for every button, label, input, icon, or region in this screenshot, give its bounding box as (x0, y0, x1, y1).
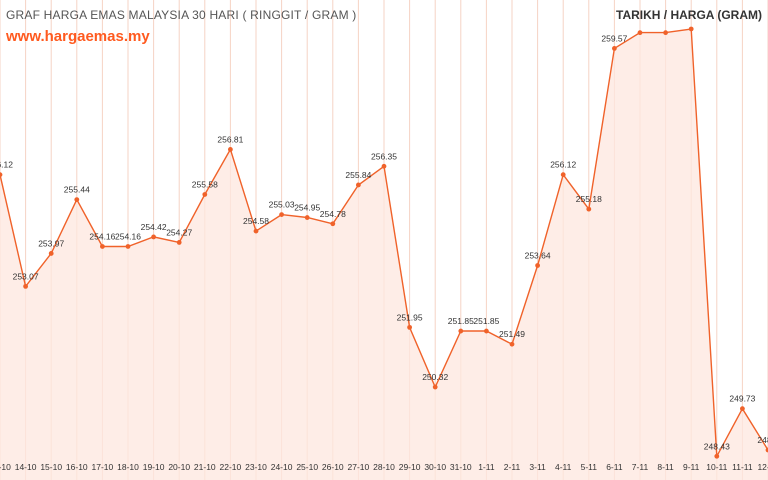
x-tick-label: 8-11 (657, 462, 674, 472)
data-point (381, 163, 387, 169)
value-label: 255.44 (64, 185, 90, 195)
value-label: 256.81 (217, 134, 243, 144)
value-label: 259.57 (601, 33, 627, 43)
x-tick-label: 31-10 (450, 462, 472, 472)
x-tick-label: 16-10 (66, 462, 88, 472)
data-point (253, 228, 259, 234)
data-point (228, 147, 233, 152)
data-point (330, 221, 336, 227)
value-label: 256.35 (371, 151, 397, 161)
x-tick-label: 15-10 (40, 462, 62, 472)
x-tick-label: 14-10 (15, 462, 37, 472)
chart-title: GRAF HARGA EMAS MALAYSIA 30 HARI ( RINGG… (6, 8, 357, 22)
data-point (560, 172, 566, 178)
x-tick-label: 29-10 (399, 462, 421, 472)
value-label: 254.16 (89, 231, 115, 241)
data-point (74, 197, 80, 203)
x-tick-label: 3-11 (529, 462, 546, 472)
data-point (356, 182, 361, 188)
value-label: 254.95 (294, 203, 320, 213)
value-label: 251.95 (397, 312, 423, 322)
site-link[interactable]: www.hargaemas.my (6, 28, 150, 45)
value-label: 248.43 (704, 441, 730, 451)
x-tick-label: 28-10 (373, 462, 395, 472)
x-tick-label: 12-11 (757, 462, 768, 472)
value-label: 255.18 (576, 194, 602, 204)
data-point (125, 244, 131, 249)
x-tick-label: 26-10 (322, 462, 344, 472)
data-point (432, 384, 438, 390)
data-point (202, 192, 208, 197)
x-tick-label: 19-10 (143, 462, 165, 472)
data-point (458, 328, 464, 334)
value-label: 253.07 (13, 271, 39, 281)
value-label: 251.85 (473, 316, 499, 326)
data-point (637, 30, 643, 36)
data-point (740, 406, 745, 412)
data-point (714, 453, 720, 459)
value-label: 254.27 (166, 227, 192, 237)
data-point (535, 263, 540, 268)
value-label: 253.97 (38, 238, 64, 248)
value-label: 254.58 (243, 216, 269, 226)
data-point (407, 324, 412, 330)
value-label: 248.6 (757, 435, 768, 445)
value-label: 256.12 (0, 160, 13, 170)
points-layer (0, 26, 768, 459)
price-area (0, 29, 768, 480)
data-point (688, 26, 694, 32)
x-tick-label: 23-10 (245, 462, 267, 472)
data-point (586, 206, 592, 212)
data-point (0, 172, 3, 178)
legend-label: TARIKH / HARGA (GRAM) (616, 8, 762, 22)
data-point (509, 341, 515, 347)
x-tick-label: 25-10 (296, 462, 318, 472)
x-tick-label: 5-11 (581, 462, 598, 472)
value-labels-layer: 256.12253.07253.97255.44254.16254.16254.… (0, 33, 768, 451)
value-label: 256.12 (550, 160, 576, 170)
value-label: 254.16 (115, 231, 141, 241)
data-point (100, 244, 105, 249)
x-tick-label: 1-11 (478, 462, 495, 472)
value-label: 250.32 (422, 372, 448, 382)
x-tick-label: 4-11 (555, 462, 572, 472)
x-tick-label: 6-11 (606, 462, 623, 472)
value-label: 255.58 (192, 179, 218, 189)
x-tick-label: 24-10 (271, 462, 293, 472)
data-point (151, 234, 157, 240)
x-tick-label: 18-10 (117, 462, 139, 472)
x-tick-label: 13-10 (0, 462, 11, 472)
data-point (279, 212, 284, 218)
x-tick-label: 22-10 (220, 462, 242, 472)
x-tick-label: 2-11 (504, 462, 521, 472)
value-label: 253.64 (525, 251, 551, 261)
value-label: 249.73 (729, 394, 755, 404)
data-point (484, 328, 489, 334)
x-tick-label: 10-11 (706, 462, 727, 472)
x-tick-label: 17-10 (92, 462, 114, 472)
x-tick-label: 21-10 (194, 462, 216, 472)
x-tick-label: 7-11 (632, 462, 649, 472)
data-point (48, 251, 54, 256)
x-tick-label: 11-11 (732, 462, 753, 472)
x-tick-label: 9-11 (683, 462, 700, 472)
x-tick-label: 30-10 (424, 462, 446, 472)
value-label: 254.78 (320, 209, 346, 219)
value-label: 255.03 (269, 200, 295, 210)
data-point (612, 45, 617, 51)
data-point (663, 30, 668, 36)
value-label: 254.42 (141, 222, 167, 232)
x-tick-label: 20-10 (168, 462, 190, 472)
data-point (23, 283, 28, 289)
value-label: 251.49 (499, 329, 525, 339)
x-tick-label: 27-10 (348, 462, 370, 472)
data-point (765, 447, 768, 453)
value-label: 255.84 (345, 170, 371, 180)
data-point (176, 240, 182, 245)
data-point (304, 215, 310, 220)
value-label: 251.85 (448, 316, 474, 326)
